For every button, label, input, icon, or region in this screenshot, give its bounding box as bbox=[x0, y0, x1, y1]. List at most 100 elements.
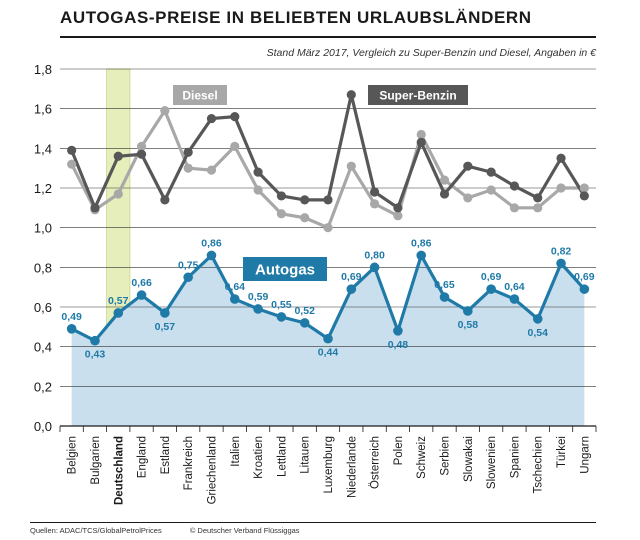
super-benzin-legend-label: Super-Benzin bbox=[379, 88, 456, 102]
autogas-data-label: 0,86 bbox=[411, 237, 432, 249]
super-benzin-point bbox=[486, 167, 496, 177]
autogas-data-label: 0,58 bbox=[458, 319, 479, 331]
autogas-legend-label: Autogas bbox=[255, 261, 315, 278]
x-category-label: Spanien bbox=[509, 436, 521, 478]
diesel-point bbox=[113, 189, 123, 199]
autogas-point bbox=[299, 318, 310, 328]
diesel-legend-box bbox=[173, 85, 227, 105]
y-tick-label: 1,4 bbox=[34, 141, 52, 156]
x-category-label: Estland bbox=[160, 436, 172, 474]
autogas-point bbox=[229, 294, 240, 304]
diesel-point bbox=[230, 141, 240, 151]
y-tick-label: 1,0 bbox=[34, 221, 52, 236]
y-tick-label: 0,6 bbox=[34, 300, 52, 315]
x-category-label: Serbien bbox=[440, 436, 452, 476]
super-benzin-point bbox=[206, 113, 217, 124]
x-category-label: Bulgarien bbox=[90, 436, 102, 485]
diesel-point bbox=[486, 185, 496, 195]
super-benzin-point bbox=[276, 191, 286, 201]
diesel-point bbox=[533, 203, 543, 213]
super-benzin-point bbox=[579, 191, 589, 201]
autogas-point bbox=[113, 308, 124, 318]
diesel-point bbox=[67, 159, 77, 169]
x-category-label: Ungarn bbox=[579, 436, 591, 474]
autogas-data-label: 0,66 bbox=[131, 277, 152, 289]
y-tick-label: 1,8 bbox=[34, 62, 52, 77]
autogas-point bbox=[579, 284, 590, 294]
autogas-legend-box bbox=[243, 257, 327, 281]
autogas-point bbox=[160, 308, 170, 318]
autogas-data-label: 0,75 bbox=[178, 259, 199, 271]
super-benzin-point bbox=[136, 149, 147, 159]
footer-copyright: © Deutscher Verband Flüssiggas bbox=[189, 526, 300, 535]
y-tick-label: 0,8 bbox=[34, 260, 52, 275]
page-title: AUTOGAS-PREISE IN BELIEBTEN URLAUBSLÄNDE… bbox=[60, 8, 532, 27]
autogas-point bbox=[556, 258, 566, 269]
diesel-point bbox=[439, 175, 450, 185]
x-category-label: Slowenien bbox=[486, 436, 498, 489]
footer: Quellen: ADAC/TCS/GlobalPetrolPrices © D… bbox=[30, 526, 326, 535]
autogas-data-label: 0,57 bbox=[155, 321, 176, 333]
autogas-point bbox=[393, 326, 403, 336]
diesel-point bbox=[416, 129, 426, 140]
super-benzin-point bbox=[393, 203, 403, 213]
series-points bbox=[66, 90, 590, 346]
autogas-point bbox=[463, 306, 473, 316]
autogas-data-label: 0,86 bbox=[201, 237, 222, 249]
diesel-point bbox=[276, 209, 286, 219]
diesel-point bbox=[206, 165, 217, 175]
super-benzin-point bbox=[533, 193, 543, 203]
autogas-data-label: 0,44 bbox=[318, 347, 339, 359]
super-benzin-point bbox=[253, 167, 263, 177]
y-tick-label: 0,4 bbox=[34, 340, 52, 355]
autogas-data-label: 0,54 bbox=[528, 327, 549, 339]
super-benzin-point bbox=[416, 137, 426, 147]
footer-divider bbox=[30, 522, 596, 523]
series-legend: Diesel Super-Benzin Autogas bbox=[173, 85, 468, 281]
autogas-data-label: 0,69 bbox=[341, 271, 362, 283]
diesel-point bbox=[509, 203, 520, 213]
autogas-point bbox=[323, 333, 333, 344]
super-benzin-point bbox=[370, 187, 380, 197]
x-category-label: Tschechien bbox=[533, 436, 545, 494]
x-category-label: Slowakai bbox=[463, 436, 475, 482]
diesel-legend-label: Diesel bbox=[182, 88, 217, 102]
x-category-label: Türkei bbox=[556, 436, 568, 468]
super-benzin-point bbox=[67, 145, 77, 155]
y-tick-labels: 0,0 0,2 0,4 0,6 0,8 1,0 1,2 1,4 1,6 1,8 bbox=[34, 62, 52, 434]
autogas-data-label: 0,64 bbox=[504, 281, 525, 293]
x-category-label: Österreich bbox=[370, 436, 382, 489]
autogas-point bbox=[509, 294, 520, 304]
autogas-data-label: 0,48 bbox=[388, 339, 409, 351]
super-benzin-point bbox=[160, 195, 170, 205]
autogas-data-label: 0,57 bbox=[108, 295, 129, 307]
autogas-point bbox=[66, 324, 77, 334]
x-category-label: Litauen bbox=[300, 436, 312, 474]
autogas-point bbox=[90, 335, 100, 346]
autogas-data-label: 0,69 bbox=[574, 271, 595, 283]
autogas-data-label: 0,55 bbox=[271, 299, 292, 311]
x-category-label: Deutschland bbox=[113, 436, 125, 505]
x-category-label: Italien bbox=[230, 436, 242, 467]
super-benzin-point bbox=[113, 151, 123, 161]
autogas-point bbox=[276, 312, 287, 322]
autogas-point bbox=[532, 314, 543, 324]
autogas-point bbox=[486, 284, 496, 294]
super-benzin-point bbox=[463, 161, 473, 171]
super-benzin-line bbox=[70, 93, 586, 210]
x-category-label: Kroatien bbox=[253, 436, 265, 479]
super-benzin-point bbox=[439, 189, 450, 199]
autogas-data-label: 0,64 bbox=[225, 281, 246, 293]
super-benzin-legend-box bbox=[368, 85, 468, 105]
y-tick-label: 1,2 bbox=[34, 181, 52, 196]
autogas-data-label: 0,82 bbox=[551, 245, 572, 257]
autogas-point bbox=[439, 292, 450, 302]
super-benzin-point bbox=[323, 195, 333, 205]
y-tick-label: 0,2 bbox=[34, 379, 52, 394]
diesel-point bbox=[463, 193, 473, 203]
diesel-point bbox=[346, 161, 356, 171]
autogas-point bbox=[253, 304, 263, 314]
autogas-data-label: 0,52 bbox=[294, 305, 315, 317]
autogas-data-label: 0,65 bbox=[434, 279, 455, 291]
